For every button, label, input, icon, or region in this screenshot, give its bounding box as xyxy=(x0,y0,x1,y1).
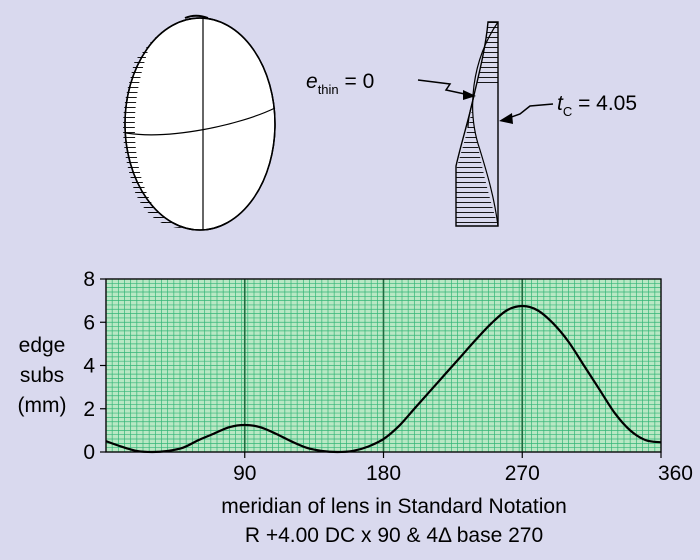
cross-section-back-surface xyxy=(472,21,499,227)
t-c-arrowhead xyxy=(499,113,513,124)
x-tick-label: 360 xyxy=(658,462,693,485)
x-axis-label: meridian of lens in Standard Notation R +… xyxy=(221,495,567,547)
x-tick-label: 270 xyxy=(505,462,540,485)
y-axis-ticks: 0 2 4 6 8 xyxy=(83,268,106,464)
x-tick-label: 180 xyxy=(366,462,401,485)
y-axis-label-line: subs xyxy=(20,364,64,387)
y-tick-label: 4 xyxy=(83,355,95,378)
e-thin-annotation: ethin = 0 xyxy=(306,70,476,100)
y-axis-label-line: (mm) xyxy=(18,394,67,417)
y-axis-label-line: edge xyxy=(19,334,66,357)
x-axis-label-line: meridian of lens in Standard Notation xyxy=(221,495,567,518)
y-tick-label: 8 xyxy=(83,268,95,291)
x-axis-label-line: R +4.00 DC x 90 & 4Δ base 270 xyxy=(245,524,543,547)
lens-front-view xyxy=(123,14,276,231)
edge-thickness-chart: 0 2 4 6 8 90 180 270 360 edge subs (mm) meridian … xyxy=(18,268,693,547)
edge-subs-curve xyxy=(105,304,662,454)
svg-text:ethin = 0: ethin = 0 xyxy=(306,70,374,97)
y-tick-label: 6 xyxy=(83,311,95,334)
y-tick-label: 2 xyxy=(83,398,95,421)
lens-horizontal-axis xyxy=(125,107,276,136)
e-thin-arrowhead xyxy=(463,90,476,100)
y-tick-label: 0 xyxy=(83,441,95,464)
t-c-annotation: tC = 4.05 xyxy=(499,92,637,124)
y-axis-label: edge subs (mm) xyxy=(18,334,67,417)
lens-cross-section xyxy=(455,21,499,227)
x-axis-ticks: 90 180 270 360 xyxy=(233,452,693,485)
cross-section-hatch-top xyxy=(476,22,498,85)
svg-text:tC = 4.05: tC = 4.05 xyxy=(557,92,637,119)
grid-major xyxy=(243,279,524,452)
e-thin-arrow-line xyxy=(417,79,475,97)
x-tick-label: 90 xyxy=(233,462,256,485)
cross-section-hatch-bottom xyxy=(456,110,498,226)
